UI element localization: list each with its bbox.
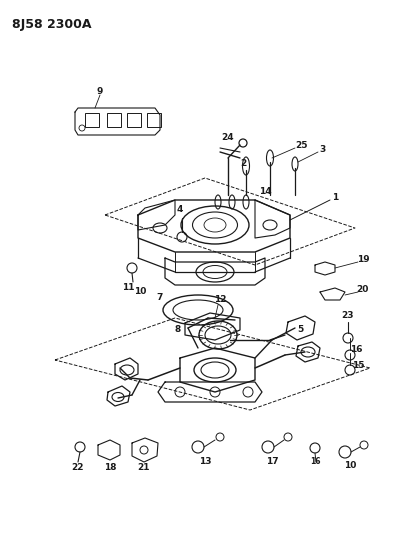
Text: 19: 19 — [357, 255, 369, 264]
Text: 8: 8 — [175, 326, 181, 335]
Text: 25: 25 — [296, 141, 308, 150]
Text: 3: 3 — [320, 146, 326, 155]
Text: 13: 13 — [199, 457, 211, 466]
Text: 1: 1 — [332, 193, 338, 203]
Text: 22: 22 — [72, 464, 84, 472]
Text: 18: 18 — [104, 464, 116, 472]
Text: 7: 7 — [157, 294, 163, 303]
Text: 4: 4 — [177, 206, 183, 214]
Text: 10: 10 — [134, 287, 146, 295]
Text: 15: 15 — [352, 361, 364, 370]
Text: 8J58 2300A: 8J58 2300A — [12, 18, 91, 31]
Text: 21: 21 — [138, 464, 150, 472]
Bar — [85, 113, 99, 127]
Text: 9: 9 — [97, 87, 103, 96]
Text: 20: 20 — [356, 286, 368, 295]
Bar — [107, 113, 121, 127]
Text: 23: 23 — [342, 311, 354, 320]
Bar — [127, 113, 141, 127]
Text: 24: 24 — [222, 133, 234, 142]
Text: 12: 12 — [214, 295, 226, 304]
Bar — [147, 113, 161, 127]
Text: 11: 11 — [122, 284, 134, 293]
Text: 16: 16 — [310, 457, 320, 466]
Text: 17: 17 — [266, 457, 278, 466]
Text: 2: 2 — [240, 158, 246, 167]
Text: 16: 16 — [350, 344, 362, 353]
Text: 14: 14 — [259, 188, 271, 197]
Text: 10: 10 — [344, 461, 356, 470]
Text: 5: 5 — [297, 326, 303, 335]
